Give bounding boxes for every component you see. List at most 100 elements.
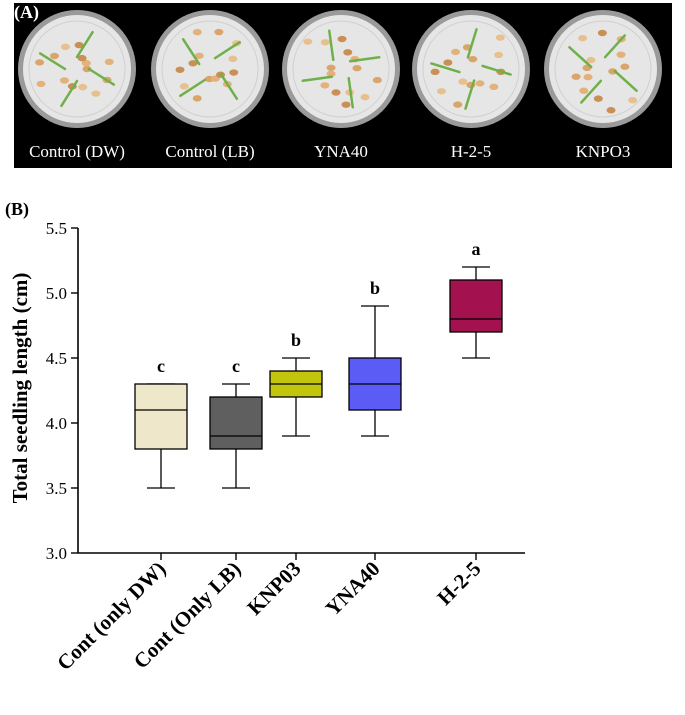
petri-dish: Control (LB)	[151, 10, 269, 161]
panel-b-label: (B)	[5, 199, 29, 220]
seed	[583, 73, 593, 81]
seedling-shoot	[301, 75, 334, 82]
seed	[337, 35, 347, 43]
iqr-box	[209, 396, 263, 450]
y-tick-label: 5.0	[46, 284, 67, 303]
petri-dish: H-2-5	[412, 10, 530, 161]
seedling-shoot	[464, 79, 476, 110]
seed	[436, 88, 446, 95]
y-tick-label: 5.5	[46, 219, 67, 238]
seed	[214, 28, 224, 36]
significance-letter: c	[232, 356, 240, 376]
seedling-shoot	[219, 72, 239, 100]
significance-letter: a	[472, 239, 481, 259]
seed	[229, 69, 239, 76]
petri-dish-row: Control (DW) Control (LB) YNA40 H-2-5 KNPO3	[18, 10, 662, 161]
seedling-shoot	[75, 30, 94, 59]
dish-inner-ring	[28, 20, 126, 118]
panel-a-label: (A)	[14, 2, 39, 23]
seedling-shoot	[580, 79, 603, 104]
dish-label: Control (DW)	[29, 142, 125, 161]
seedling-shoot	[613, 69, 638, 92]
dish-filter-paper	[417, 15, 525, 123]
seed	[326, 64, 336, 71]
seedling-shoot	[38, 52, 67, 71]
seed	[331, 89, 341, 96]
seed	[352, 64, 362, 72]
seed	[104, 58, 114, 66]
seed	[597, 29, 607, 37]
seed	[494, 51, 504, 59]
box-5: a	[449, 239, 503, 359]
petri-dish: KNPO3	[544, 10, 662, 161]
y-tick-label: 3.5	[46, 479, 67, 498]
seed	[91, 90, 101, 97]
seedling-shoot	[347, 76, 354, 109]
seed	[179, 83, 189, 90]
seed	[489, 83, 499, 91]
seed	[620, 63, 630, 70]
x-category-label: KNP03	[242, 557, 305, 620]
seed	[616, 51, 626, 58]
seed	[49, 52, 59, 60]
dish-filter-paper	[549, 15, 657, 123]
seed	[59, 77, 69, 84]
dish-label: YNA40	[314, 142, 368, 161]
dish-inner-ring	[422, 20, 520, 118]
seed	[608, 68, 618, 75]
seed	[360, 93, 370, 101]
box-plot-series: c c b b a	[134, 239, 503, 489]
seed	[78, 83, 88, 91]
seed	[194, 52, 204, 59]
seed	[192, 28, 202, 36]
dish-label: H-2-5	[451, 142, 492, 161]
seed	[326, 70, 336, 77]
significance-letter: b	[291, 330, 301, 350]
dish-filter-paper	[156, 15, 264, 123]
seed	[60, 43, 70, 51]
seed	[81, 59, 91, 67]
x-category-label: H-2-5	[432, 557, 485, 610]
dish-inner-ring	[554, 20, 652, 118]
y-tick-label: 3.0	[46, 544, 67, 563]
seed	[579, 87, 589, 94]
y-tick-label: 4.5	[46, 349, 67, 368]
y-axis-title: Total seedling length (cm)	[8, 273, 32, 504]
seed	[430, 68, 440, 76]
seed	[372, 76, 382, 84]
seedling-shoot	[466, 28, 478, 59]
seed	[578, 34, 588, 42]
seed	[341, 101, 351, 108]
seed	[188, 60, 198, 67]
seed	[593, 95, 603, 102]
petri-dish: YNA40	[282, 10, 400, 161]
seedling-shoot	[568, 46, 593, 69]
seed	[475, 80, 485, 87]
seedling-shoot	[328, 29, 335, 62]
seed	[571, 73, 581, 80]
dish-filter-paper	[23, 15, 131, 123]
dish-filter-paper	[287, 15, 395, 123]
seed	[35, 59, 45, 66]
seedling-shoot	[179, 78, 207, 98]
y-tick-label: 4.0	[46, 414, 67, 433]
iqr-box	[449, 279, 503, 333]
x-category-label: YNA40	[321, 557, 385, 621]
dish-inner-ring	[292, 20, 390, 118]
dish-label: KNPO3	[576, 142, 631, 161]
seed	[320, 39, 330, 46]
seed	[175, 66, 185, 73]
seed	[320, 82, 330, 89]
seed	[303, 38, 313, 45]
seedling-shoot	[603, 34, 626, 59]
seedling-shoot	[181, 38, 201, 66]
seedling-shoot	[348, 56, 381, 63]
seedling-shoot	[60, 79, 79, 108]
seed	[606, 107, 616, 114]
box-2: c	[209, 356, 263, 489]
seed	[443, 59, 453, 66]
seedling-shoot	[87, 67, 116, 86]
seedling-shoot	[213, 40, 241, 60]
box-1: c	[134, 356, 188, 489]
